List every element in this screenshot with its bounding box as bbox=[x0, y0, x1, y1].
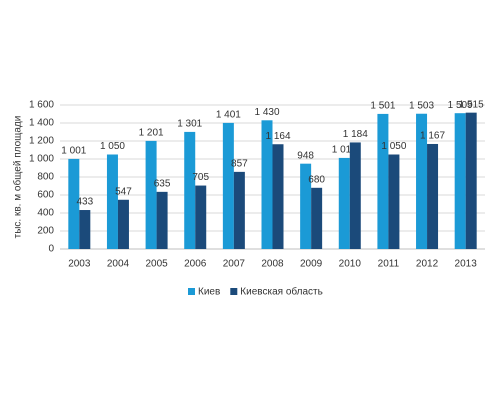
bar bbox=[261, 120, 273, 249]
y-tick-label: 800 bbox=[37, 172, 54, 183]
value-label: 1 515 bbox=[459, 99, 484, 110]
bar bbox=[454, 113, 466, 249]
value-label: 1 503 bbox=[409, 100, 434, 111]
bar bbox=[156, 191, 168, 249]
value-label: 1 164 bbox=[265, 131, 290, 142]
y-tick-label: 1 600 bbox=[29, 100, 54, 111]
x-tick-label: 2010 bbox=[339, 259, 362, 270]
value-label: 1 501 bbox=[370, 101, 395, 112]
bar bbox=[300, 163, 312, 249]
legend-label: Киевская область bbox=[240, 286, 323, 298]
y-axis-label: тыс. кв. м общей площади bbox=[12, 116, 24, 239]
value-label: 1 012 bbox=[332, 145, 357, 156]
y-tick-label: 0 bbox=[48, 244, 54, 255]
value-label: 1 401 bbox=[216, 110, 241, 121]
legend-label: Киев bbox=[198, 287, 220, 298]
bar bbox=[416, 113, 428, 249]
x-tick-label: 2009 bbox=[300, 259, 323, 270]
value-label: 1 201 bbox=[139, 128, 164, 139]
bar bbox=[68, 158, 80, 249]
y-tick-label: 600 bbox=[37, 190, 54, 201]
y-tick-label: 200 bbox=[37, 226, 54, 237]
bar bbox=[465, 112, 477, 250]
value-label: 547 bbox=[115, 186, 132, 197]
value-label: 948 bbox=[297, 150, 314, 161]
value-label: 680 bbox=[308, 174, 325, 185]
bar bbox=[145, 140, 157, 249]
x-tick-label: 2005 bbox=[145, 259, 168, 270]
bar bbox=[388, 154, 400, 249]
x-tick-label: 2013 bbox=[455, 259, 478, 270]
bar bbox=[117, 199, 129, 249]
x-tick-label: 2007 bbox=[223, 259, 246, 270]
bar bbox=[311, 187, 323, 249]
bar bbox=[377, 113, 389, 249]
value-label: 635 bbox=[154, 178, 171, 189]
bar bbox=[79, 210, 91, 249]
y-tick-label: 1 400 bbox=[29, 118, 54, 129]
value-label: 1 184 bbox=[343, 129, 368, 140]
value-label: 1 001 bbox=[61, 146, 86, 157]
bar bbox=[338, 157, 350, 249]
y-tick-label: 400 bbox=[37, 208, 54, 219]
y-tick-label: 1 200 bbox=[29, 136, 54, 147]
x-tick-label: 2004 bbox=[107, 259, 130, 270]
x-tick-label: 2011 bbox=[378, 259, 400, 270]
legend-swatch bbox=[230, 288, 238, 295]
value-label: 1 430 bbox=[254, 107, 279, 118]
x-tick-label: 2012 bbox=[416, 259, 439, 270]
x-tick-label: 2006 bbox=[184, 259, 207, 270]
value-label: 1 050 bbox=[381, 141, 406, 152]
value-label: 1 509 bbox=[448, 100, 473, 111]
y-tick-label: 1 000 bbox=[29, 154, 54, 165]
bar bbox=[233, 171, 245, 249]
bar bbox=[272, 144, 284, 249]
value-label: 705 bbox=[192, 172, 209, 183]
value-label: 1 301 bbox=[177, 119, 202, 130]
bar bbox=[184, 131, 196, 249]
value-label: 433 bbox=[76, 197, 93, 208]
legend-swatch bbox=[188, 288, 195, 295]
value-label: 1 050 bbox=[100, 141, 125, 152]
value-label: 857 bbox=[231, 159, 248, 170]
bar bbox=[195, 185, 207, 249]
bar bbox=[349, 142, 361, 249]
bar bbox=[427, 143, 439, 249]
x-tick-label: 2003 bbox=[68, 259, 91, 270]
value-label: 1 167 bbox=[420, 131, 445, 142]
bar bbox=[222, 122, 234, 249]
x-tick-label: 2008 bbox=[261, 259, 284, 270]
bar bbox=[106, 154, 118, 249]
